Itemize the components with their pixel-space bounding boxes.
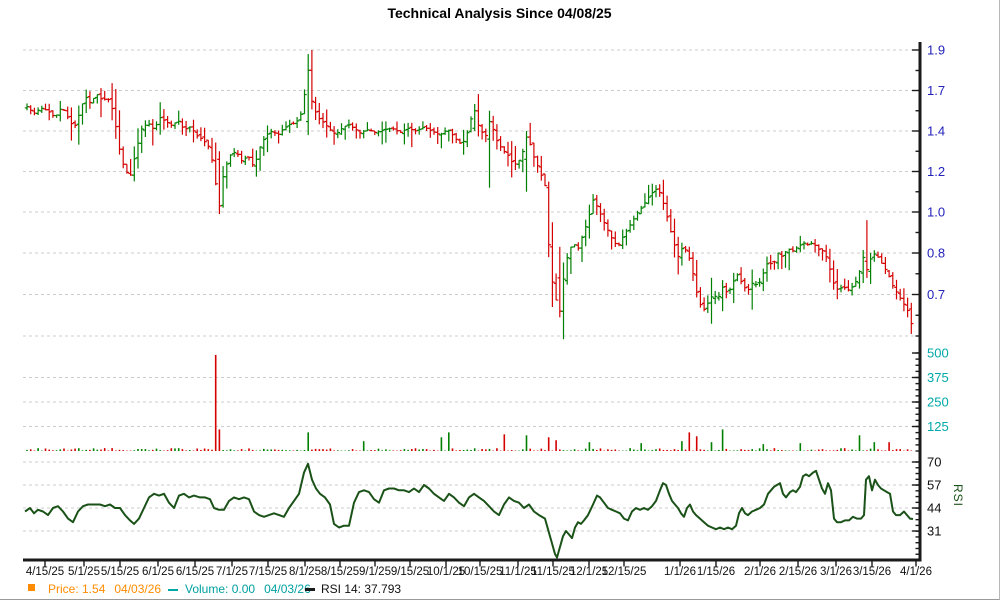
price-legend-date: 04/03/26 xyxy=(114,582,162,596)
rsi-line xyxy=(24,462,914,559)
axis-tick-label: 125 xyxy=(927,419,949,434)
chart-title: Technical Analysis Since 04/08/25 xyxy=(387,5,612,21)
volume-legend-label: Volume: 0.00 04/03/26 xyxy=(185,582,311,596)
axis-tick-label: 0.7 xyxy=(927,287,945,302)
axis-tick-label: 375 xyxy=(927,370,949,385)
x-axis-date-label: 4/15/25 xyxy=(26,566,64,578)
x-axis-date-label: 11/1/25 xyxy=(499,566,537,578)
x-axis-date-label: 9/1/25 xyxy=(359,566,391,578)
x-axis-date-label: 12/15/25 xyxy=(602,566,647,578)
price-legend-text: Price: 1.54 xyxy=(48,582,106,596)
x-axis-date-label: 7/1/25 xyxy=(216,566,248,578)
axis-tick-label: 31 xyxy=(927,524,941,539)
axis-labels: 1.9 1.7 1.4 1.2 1.0 0.8 0.7 500 375 250 125 70 57 44 3… xyxy=(26,43,949,579)
axis-tick-label: 44 xyxy=(927,501,941,516)
axis-tick-label: 57 xyxy=(927,478,941,493)
x-axis-date-label: 7/15/25 xyxy=(249,566,287,578)
x-axis-date-label: 8/1/25 xyxy=(289,566,321,578)
x-axis-date-label: 10/1/25 xyxy=(427,566,465,578)
x-axis-date-label: 5/15/25 xyxy=(101,566,139,578)
price-legend-label: Price: 1.54 04/03/26 xyxy=(48,582,161,596)
x-axis-date-label: 3/15/26 xyxy=(853,566,891,578)
axis-tick-label: 1.7 xyxy=(927,83,945,98)
axis-tick-label: 250 xyxy=(927,395,949,410)
x-axis-date-label: 11/15/25 xyxy=(531,566,575,578)
axis-tick-label: 1.4 xyxy=(927,124,945,139)
gridlines xyxy=(23,49,916,532)
x-axis-date-label: 5/1/25 xyxy=(68,566,100,578)
x-axis-date-label: 6/15/25 xyxy=(176,566,214,578)
axis-tick-label: 1.2 xyxy=(927,164,945,179)
rsi-legend-marker-icon xyxy=(305,588,315,591)
x-axis-date-label: 6/1/25 xyxy=(142,566,174,578)
rsi-polyline xyxy=(24,462,914,559)
price-legend-marker-icon xyxy=(28,584,35,591)
x-axis-date-label: 9/15/25 xyxy=(391,566,429,578)
x-axis-date-label: 2/1/26 xyxy=(744,566,776,578)
volume-legend-marker-icon xyxy=(168,589,178,591)
axis-tick-label: 500 xyxy=(927,346,949,361)
x-axis-date-label: 12/1/25 xyxy=(570,566,608,578)
x-axis-date-label: 1/15/26 xyxy=(697,566,735,578)
price-ohlc-bars xyxy=(24,50,914,340)
volume-legend-date: 04/03/26 xyxy=(264,582,311,596)
x-axis-date-label: 4/1/26 xyxy=(900,566,932,578)
axes xyxy=(23,42,922,567)
axis-tick-label: 0.8 xyxy=(927,246,945,261)
volume-bars xyxy=(26,354,913,451)
x-axis-date-label: 8/15/25 xyxy=(321,566,359,578)
axis-tick-label: 1.0 xyxy=(927,205,945,220)
axis-tick-label: 70 xyxy=(927,455,941,470)
x-axis-date-label: 3/1/26 xyxy=(820,566,852,578)
volume-legend-text: Volume: 0.00 xyxy=(185,582,256,596)
x-axis-date-label: 10/15/25 xyxy=(458,566,503,578)
x-axis-date-label: 1/1/26 xyxy=(664,566,696,578)
axis-tick-label: 1.9 xyxy=(927,43,945,58)
rsi-axis-title: RSI xyxy=(951,484,965,508)
x-axis-date-label: 2/15/26 xyxy=(779,566,817,578)
rsi-legend-label: RSI 14: 37.793 xyxy=(321,582,402,596)
